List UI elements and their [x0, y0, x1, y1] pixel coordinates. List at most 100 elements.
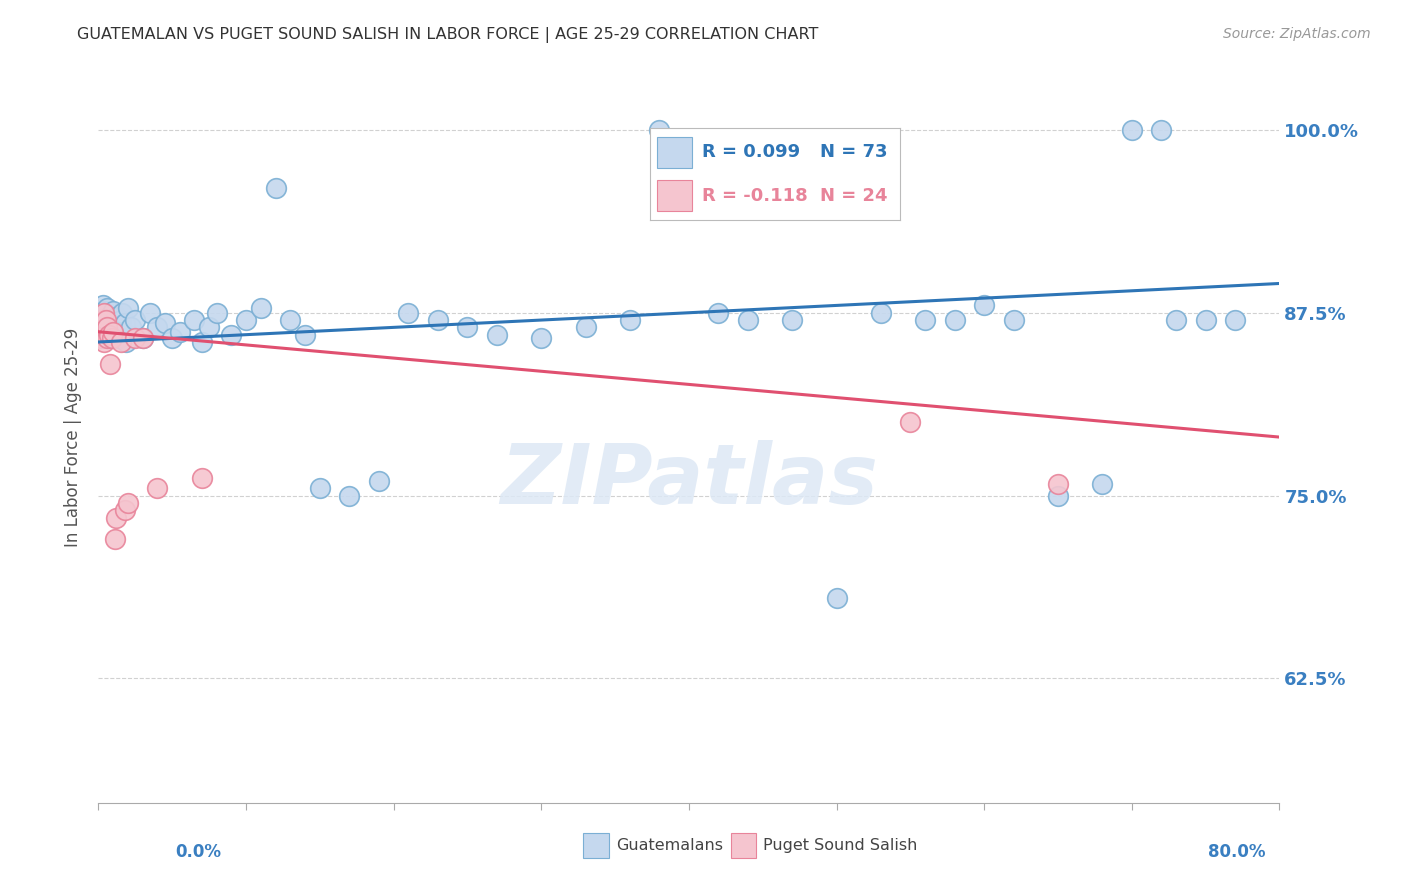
Text: ZIPatlas: ZIPatlas [501, 441, 877, 522]
Point [100, 330, 122, 344]
Point [117, 301, 139, 316]
Point [103, 325, 125, 339]
Point [183, 313, 205, 327]
Point [94, 310, 117, 325]
Point [93, 334, 115, 349]
Point [110, 334, 132, 349]
Point [139, 306, 162, 320]
Point [648, 123, 671, 137]
Point [93, 304, 115, 318]
Point [103, 304, 125, 318]
Point [900, 416, 922, 430]
Point [486, 327, 509, 342]
Point [114, 316, 136, 330]
Point [94, 325, 117, 339]
Point [91, 298, 114, 312]
Text: 80.0%: 80.0% [1208, 843, 1265, 861]
Point [108, 330, 131, 344]
Point [398, 306, 420, 320]
Point [100, 325, 122, 339]
Point [1091, 476, 1114, 491]
Point [943, 313, 966, 327]
Point [90, 325, 112, 339]
Point [110, 313, 132, 327]
Point [146, 320, 169, 334]
Point [105, 310, 128, 325]
Point [111, 306, 134, 320]
Bar [657, 180, 692, 211]
Point [973, 298, 995, 312]
Point [132, 330, 155, 344]
Point [114, 503, 136, 517]
Text: Guatemalans: Guatemalans [616, 838, 723, 853]
Point [191, 334, 214, 349]
Point [1225, 313, 1247, 327]
Text: 0.0%: 0.0% [176, 843, 222, 861]
Point [120, 320, 142, 334]
Point [250, 301, 273, 316]
Point [1166, 313, 1188, 327]
Point [205, 306, 228, 320]
Text: N = 73: N = 73 [820, 144, 887, 161]
Point [105, 510, 128, 524]
Point [117, 496, 139, 510]
Y-axis label: In Labor Force | Age 25-29: In Labor Force | Age 25-29 [65, 327, 83, 547]
Text: R = -0.118: R = -0.118 [703, 186, 808, 205]
Point [162, 330, 183, 344]
Point [221, 327, 243, 342]
Text: R = 0.099: R = 0.099 [703, 144, 800, 161]
Point [112, 325, 135, 339]
Point [153, 316, 176, 330]
Point [339, 489, 361, 503]
Point [93, 306, 115, 320]
Point [737, 313, 759, 327]
Point [235, 313, 257, 327]
Point [91, 325, 114, 339]
Point [89, 330, 111, 344]
Point [124, 330, 146, 344]
Point [1046, 476, 1070, 491]
Point [89, 313, 111, 327]
Point [93, 316, 115, 330]
Text: Puget Sound Salish: Puget Sound Salish [763, 838, 918, 853]
Point [97, 327, 120, 342]
Point [98, 357, 121, 371]
Point [98, 309, 121, 323]
Point [1046, 489, 1070, 503]
Point [94, 313, 117, 327]
Point [96, 301, 118, 316]
Text: Source: ZipAtlas.com: Source: ZipAtlas.com [1223, 27, 1371, 41]
Point [530, 330, 553, 344]
Point [96, 320, 118, 334]
Point [104, 533, 127, 547]
Point [427, 313, 450, 327]
Text: N = 24: N = 24 [820, 186, 887, 205]
Point [1002, 313, 1025, 327]
Point [97, 330, 120, 344]
Point [457, 320, 479, 334]
Point [280, 313, 302, 327]
Point [825, 591, 848, 605]
Point [191, 471, 214, 485]
Point [96, 318, 118, 333]
Point [619, 313, 641, 327]
Point [870, 306, 893, 320]
Point [1195, 313, 1218, 327]
Point [146, 481, 169, 495]
Point [782, 313, 804, 327]
Point [198, 320, 221, 334]
Text: GUATEMALAN VS PUGET SOUND SALISH IN LABOR FORCE | AGE 25-29 CORRELATION CHART: GUATEMALAN VS PUGET SOUND SALISH IN LABO… [77, 27, 818, 43]
Point [309, 481, 332, 495]
Point [94, 327, 117, 342]
Point [368, 474, 391, 488]
Point [107, 320, 129, 334]
Point [124, 313, 146, 327]
Point [264, 181, 287, 195]
Point [90, 306, 112, 320]
Point [169, 325, 191, 339]
Point [90, 320, 112, 334]
Point [132, 330, 155, 344]
Point [294, 327, 316, 342]
Point [97, 313, 120, 327]
Point [91, 313, 114, 327]
